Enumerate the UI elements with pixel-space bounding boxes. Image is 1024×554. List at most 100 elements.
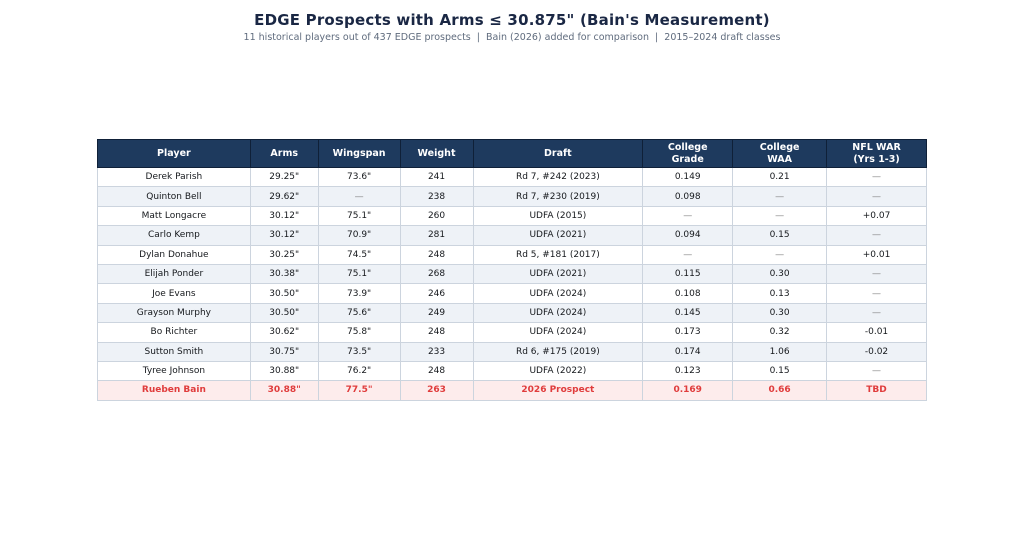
table-cell: 0.30	[732, 302, 828, 324]
table-cell: 246	[399, 283, 474, 304]
table-cell: 77.5"	[317, 380, 401, 401]
table-cell: 233	[399, 341, 474, 362]
table-header-row: Player Arms Wingspan Weight Draft College Gra…	[97, 139, 927, 168]
table-cell: 73.6"	[317, 166, 401, 188]
table-cell: 30.38"	[249, 263, 319, 285]
table-cell: 0.098	[642, 186, 734, 207]
table-cell: 30.50"	[249, 283, 319, 304]
table-cell: Quinton Bell	[97, 186, 251, 207]
table-row: Bo Richter 30.62" 75.8" 248 UDFA (2024) 0.173…	[97, 322, 927, 343]
table-cell: 0.115	[642, 263, 734, 285]
table-cell: Rd 6, #175 (2019)	[472, 341, 644, 362]
column-header: Player	[97, 139, 251, 168]
column-header: NFL WAR (Yrs 1-3)	[826, 139, 927, 168]
table-cell: 30.88"	[249, 380, 319, 401]
table-cell: 70.9"	[317, 225, 401, 246]
table-cell: Tyree Johnson	[97, 360, 251, 382]
table-cell: 75.1"	[317, 263, 401, 285]
table-cell: 281	[399, 225, 474, 246]
table-cell: 0.13	[732, 283, 828, 304]
table-cell: 0.169	[642, 380, 734, 401]
table-cell: 73.5"	[317, 341, 401, 362]
table-cell: Rd 5, #181 (2017)	[472, 244, 644, 265]
table-cell: —	[826, 283, 927, 304]
table-cell: 260	[399, 205, 474, 227]
table-cell: 29.62"	[249, 186, 319, 207]
table-cell: Derek Parish	[97, 166, 251, 188]
table-cell: 1.06	[732, 341, 828, 362]
table-cell: 268	[399, 263, 474, 285]
table-cell: 75.1"	[317, 205, 401, 227]
column-header: Arms	[249, 139, 319, 168]
table-cell: 263	[399, 380, 474, 401]
table-cell: 248	[399, 360, 474, 382]
table-cell: 238	[399, 186, 474, 207]
figure-title: EDGE Prospects with Arms ≤ 30.875" (Bain…	[254, 11, 770, 29]
table-cell: 2026 Prospect	[472, 380, 644, 401]
table-cell: 241	[399, 166, 474, 188]
table-cell: —	[732, 205, 828, 227]
prospects-table: Player Arms Wingspan Weight Draft College Gra…	[97, 139, 927, 401]
table-cell: —	[642, 244, 734, 265]
table-cell: TBD	[826, 380, 927, 401]
table-cell: UDFA (2021)	[472, 263, 644, 285]
table-cell: 249	[399, 302, 474, 324]
table-cell: 29.25"	[249, 166, 319, 188]
table-cell: 0.32	[732, 322, 828, 343]
table-cell: 0.149	[642, 166, 734, 188]
table-cell: Sutton Smith	[97, 341, 251, 362]
table-cell: +0.07	[826, 205, 927, 227]
table-cell: —	[642, 205, 734, 227]
table-cell: —	[826, 302, 927, 324]
table-row: Derek Parish 29.25" 73.6" 241 Rd 7, #242 (20…	[97, 166, 927, 188]
table-cell: Joe Evans	[97, 283, 251, 304]
figure-subtitle: 11 historical players out of 437 EDGE pr…	[243, 32, 781, 43]
table-cell: +0.01	[826, 244, 927, 265]
table-cell: Rd 7, #230 (2019)	[472, 186, 644, 207]
table-cell: —	[826, 186, 927, 207]
table-cell: Matt Longacre	[97, 205, 251, 227]
table-row-highlighted: Rueben Bain 30.88" 77.5" 263 2026 Prospect 0.…	[97, 380, 927, 401]
table-row: Elijah Ponder 30.38" 75.1" 268 UDFA (2021) 0.…	[97, 263, 927, 285]
table-cell: -0.01	[826, 322, 927, 343]
table-cell: UDFA (2021)	[472, 225, 644, 246]
table-row: Matt Longacre 30.12" 75.1" 260 UDFA (2015) — —…	[97, 205, 927, 227]
table-cell: —	[732, 244, 828, 265]
table-cell: UDFA (2022)	[472, 360, 644, 382]
table-cell: 30.25"	[249, 244, 319, 265]
table-cell: 0.094	[642, 225, 734, 246]
table-cell: —	[826, 360, 927, 382]
column-header: Wingspan	[317, 139, 401, 168]
table-cell: Grayson Murphy	[97, 302, 251, 324]
table-row: Dylan Donahue 30.25" 74.5" 248 Rd 5, #181 (2…	[97, 244, 927, 265]
table-cell: Bo Richter	[97, 322, 251, 343]
table-cell: —	[317, 186, 401, 207]
column-header: Weight	[399, 139, 474, 168]
table-row: Quinton Bell 29.62" —238 Rd 7, #230 (2019) 0…	[97, 186, 927, 207]
table-cell: Rueben Bain	[97, 380, 251, 401]
table-cell: 0.21	[732, 166, 828, 188]
table-cell: Carlo Kemp	[97, 225, 251, 246]
table-cell: 0.30	[732, 263, 828, 285]
table-cell: Dylan Donahue	[97, 244, 251, 265]
table-cell: 75.6"	[317, 302, 401, 324]
table-cell: 0.108	[642, 283, 734, 304]
table-cell: 0.174	[642, 341, 734, 362]
column-header: College WAA	[732, 139, 828, 168]
table-row: Tyree Johnson 30.88" 76.2" 248 UDFA (2022) 0.…	[97, 360, 927, 382]
table-cell: Elijah Ponder	[97, 263, 251, 285]
table-row: Sutton Smith 30.75" 73.5" 233 Rd 6, #175 (20…	[97, 341, 927, 362]
table-cell: 248	[399, 322, 474, 343]
table-cell: 0.173	[642, 322, 734, 343]
table-cell: UDFA (2015)	[472, 205, 644, 227]
table-body: Derek Parish 29.25" 73.6" 241 Rd 7, #242 (20…	[97, 166, 927, 401]
column-header: College Grade	[642, 139, 734, 168]
table-cell: 73.9"	[317, 283, 401, 304]
table-cell: -0.02	[826, 341, 927, 362]
table-cell: —	[732, 186, 828, 207]
table-cell: 0.15	[732, 360, 828, 382]
table-cell: 30.12"	[249, 225, 319, 246]
table-cell: —	[826, 225, 927, 246]
table-row: Joe Evans 30.50" 73.9" 246 UDFA (2024) 0.108 0…	[97, 283, 927, 304]
table-cell: 30.75"	[249, 341, 319, 362]
